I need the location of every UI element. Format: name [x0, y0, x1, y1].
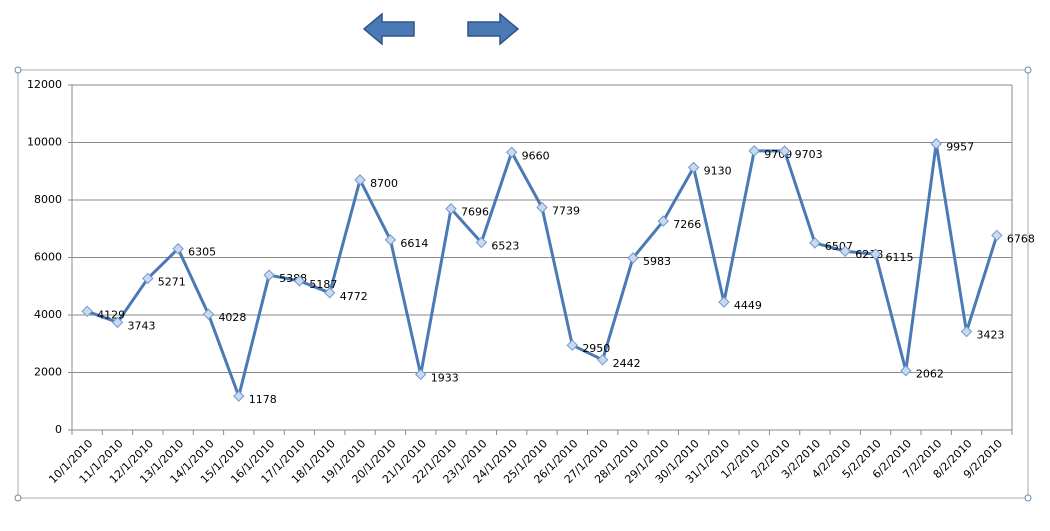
marker [809, 237, 821, 249]
marker [233, 390, 245, 402]
handle [1024, 66, 1032, 74]
line [86, 142, 999, 398]
marker [930, 138, 942, 150]
marker [263, 269, 275, 281]
marker [324, 287, 336, 299]
marker [202, 308, 215, 320]
marker [748, 145, 760, 157]
data-label: 4772 [340, 290, 368, 303]
data-label: 5983 [643, 255, 671, 268]
marker [596, 354, 609, 366]
data-label: 9660 [522, 149, 550, 162]
data-label: 6614 [400, 237, 428, 250]
data-label: 6768 [1007, 232, 1035, 245]
data-label: 9130 [704, 165, 732, 178]
data-label: 6305 [188, 246, 216, 259]
data-label: 4129 [97, 308, 125, 321]
marker [718, 296, 730, 308]
marker [900, 365, 912, 377]
data-label: 7266 [673, 218, 701, 231]
marker [839, 245, 851, 257]
data-label: 3743 [127, 319, 155, 332]
marker [657, 215, 669, 227]
y-tick-label: 12000 [27, 78, 62, 91]
handle [14, 66, 22, 74]
marker [111, 316, 124, 329]
data-label: 5388 [279, 272, 307, 285]
marker [566, 339, 579, 351]
data-label: 8700 [370, 177, 398, 190]
next-arrow[interactable] [467, 12, 520, 46]
y-tick-label: 4000 [34, 308, 62, 321]
chart-frame [17, 69, 1029, 499]
marker [172, 243, 184, 255]
y-tick-label: 8000 [34, 193, 62, 206]
data-label: 1933 [431, 371, 459, 384]
marker [142, 272, 154, 285]
data-label: 4449 [734, 299, 762, 312]
handle [1024, 494, 1032, 502]
marker [384, 234, 397, 246]
y-tick-label: 2000 [34, 366, 62, 379]
data-label: 9957 [946, 141, 974, 154]
data-label: 9703 [795, 148, 823, 161]
data-label: 2442 [613, 357, 641, 370]
marker [869, 248, 882, 260]
data-label: 6523 [491, 239, 519, 252]
y-tick-label: 0 [55, 423, 62, 436]
marker [536, 201, 548, 214]
marker [627, 252, 639, 264]
marker [475, 236, 488, 249]
marker [505, 146, 518, 158]
data-label: 4028 [218, 311, 246, 324]
marker [960, 325, 973, 338]
data-label: 7739 [552, 205, 580, 218]
marker [354, 174, 366, 186]
marker [991, 229, 1003, 242]
data-label: 1178 [249, 393, 277, 406]
data-label: 5187 [309, 278, 337, 291]
data-label: 5271 [158, 275, 186, 288]
y-tick-label: 6000 [34, 251, 62, 264]
arrow-shape[interactable] [467, 12, 520, 46]
marker [293, 275, 306, 287]
data-label: 3423 [977, 329, 1005, 342]
data-label: 2950 [582, 342, 610, 355]
marker [415, 368, 427, 381]
arrow-shape[interactable] [362, 12, 415, 46]
marker [687, 161, 700, 174]
handle [14, 494, 22, 502]
data-label: 6115 [886, 251, 914, 264]
data-label: 2062 [916, 368, 944, 381]
marker [778, 145, 791, 157]
y-tick-label: 10000 [27, 136, 62, 149]
data-label: 7696 [461, 206, 489, 219]
marker [81, 305, 93, 317]
previous-arrow[interactable] [362, 12, 415, 46]
marker [445, 203, 457, 215]
